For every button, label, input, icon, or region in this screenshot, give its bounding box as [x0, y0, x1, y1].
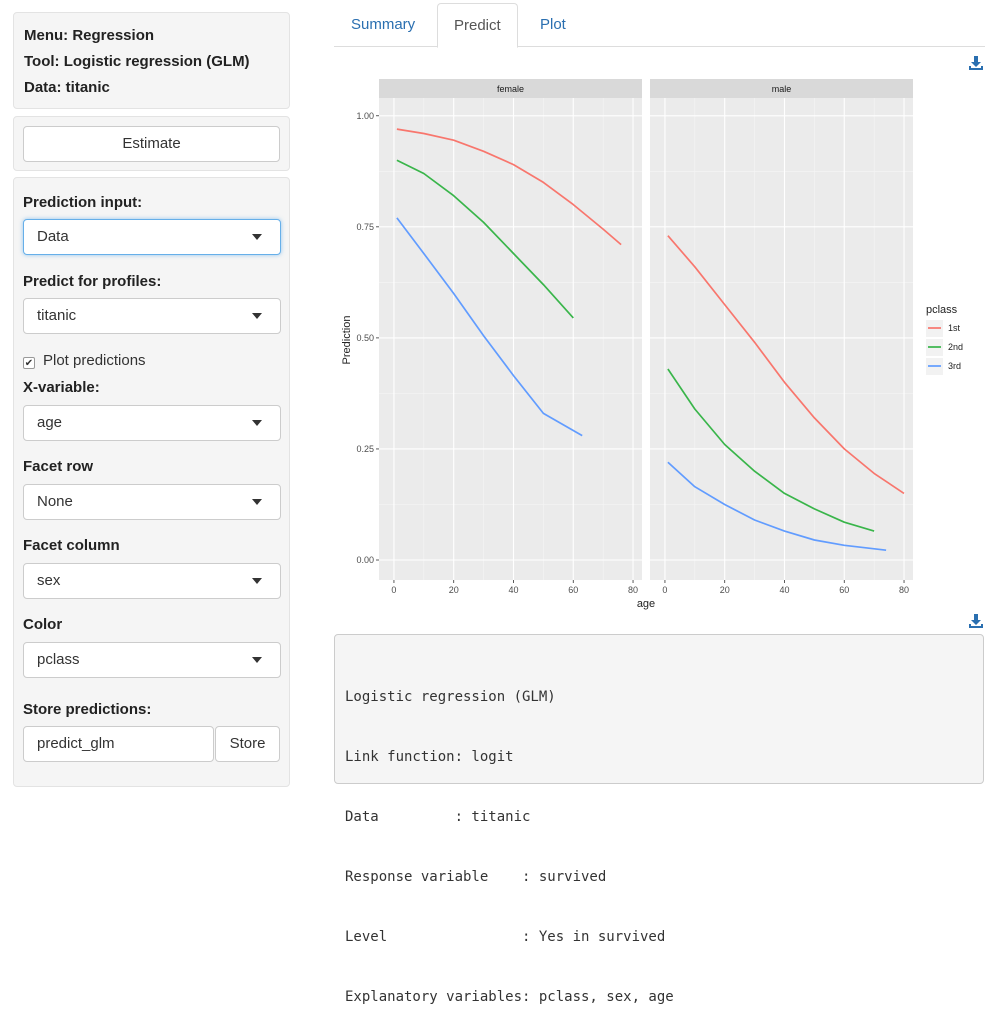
x-tick-label: 80 — [628, 585, 638, 595]
legend: pclass 1st 2nd 3rd — [926, 304, 963, 375]
chevron-down-icon — [252, 657, 262, 663]
tool-label: Tool: Logistic regression (GLM) — [24, 53, 250, 70]
facet-row-value: None — [37, 493, 73, 510]
prediction-chart: female male 0.00 0.25 0.50 0.75 1.00 0 20 40 60 8… — [341, 79, 963, 610]
color-value: pclass — [37, 651, 80, 668]
x-tick-label: 20 — [449, 585, 459, 595]
menu-label: Menu: Regression — [24, 27, 155, 44]
x-tick-label: 60 — [568, 585, 578, 595]
facet-row-label: Facet row — [23, 458, 94, 475]
facet-panel-male: male — [650, 79, 913, 580]
output-line: Explanatory variables: pclass, sex, age — [345, 989, 674, 1005]
output-line: Level : Yes in survived — [345, 929, 666, 945]
series-line-female-2nd — [396, 159, 574, 319]
tab-summary[interactable]: Summary — [351, 16, 416, 33]
facet-row-select[interactable]: None — [23, 484, 281, 520]
x-variable-label: X-variable: — [23, 379, 100, 396]
legend-title: pclass — [926, 304, 958, 316]
prediction-input-select[interactable]: Data — [23, 219, 281, 255]
color-label: Color — [23, 616, 63, 633]
x-variable-select[interactable]: age — [23, 405, 281, 441]
prediction-settings-panel: Prediction input: Data Predict for profi… — [13, 177, 290, 787]
plot-predictions-checkbox[interactable]: ✔ — [23, 357, 35, 369]
plot-predictions-label: Plot predictions — [43, 352, 146, 369]
tab-plot[interactable]: Plot — [540, 16, 566, 33]
facet-strip — [379, 79, 642, 98]
facet-label: female — [497, 84, 524, 94]
y-tick-label: 0.00 — [356, 555, 374, 565]
facet-column-value: sex — [37, 572, 61, 589]
y-tick-label: 1.00 — [356, 111, 374, 121]
store-predictions-label: Store predictions: — [23, 701, 152, 718]
tab-bar: Summary Predict Plot — [334, 3, 985, 48]
y-axis-title: Prediction — [341, 316, 353, 365]
x-axis-title: age — [637, 598, 655, 610]
x-tick-label: 0 — [662, 585, 667, 595]
predict-profiles-label: Predict for profiles: — [23, 273, 162, 290]
facet-label: male — [772, 84, 792, 94]
plot-predictions-row: ✔ Plot predictions — [23, 352, 146, 369]
output-line: Response variable : survived — [345, 869, 607, 885]
facet-panel-female: female — [379, 79, 642, 580]
x-tick-label: 20 — [720, 585, 730, 595]
download-icon[interactable] — [968, 613, 984, 629]
facet-strip — [650, 79, 913, 98]
legend-label: 3rd — [948, 361, 961, 371]
store-button[interactable]: Store — [215, 726, 280, 762]
chevron-down-icon — [252, 578, 262, 584]
output-line: Data : titanic — [345, 809, 531, 825]
x-tick-label: 60 — [839, 585, 849, 595]
predict-profiles-select[interactable]: titanic — [23, 298, 281, 334]
download-icon[interactable] — [968, 55, 984, 71]
chevron-down-icon — [252, 313, 262, 319]
x-tick-label: 40 — [508, 585, 518, 595]
estimate-button[interactable]: Estimate — [23, 126, 280, 162]
series-line-female-3rd — [396, 217, 583, 437]
store-predictions-input[interactable]: predict_glm — [23, 726, 214, 762]
prediction-input-label: Prediction input: — [23, 194, 143, 211]
y-tick-label: 0.75 — [356, 222, 374, 232]
tab-predict[interactable]: Predict — [437, 3, 518, 48]
x-variable-value: age — [37, 414, 63, 431]
panel-background — [379, 98, 642, 580]
legend-label: 2nd — [948, 342, 963, 352]
color-select[interactable]: pclass — [23, 642, 281, 678]
panel-background — [650, 98, 913, 580]
x-tick-label: 40 — [779, 585, 789, 595]
y-tick-label: 0.25 — [356, 444, 374, 454]
series-line-male-3rd — [667, 461, 887, 552]
facet-column-select[interactable]: sex — [23, 563, 281, 599]
output-line: Link function: logit — [345, 749, 514, 765]
series-line-male-1st — [667, 235, 905, 495]
prediction-input-value: Data — [37, 228, 69, 245]
legend-label: 1st — [948, 323, 961, 333]
chevron-down-icon — [252, 420, 262, 426]
chevron-down-icon — [252, 499, 262, 505]
facet-column-label: Facet column — [23, 537, 120, 554]
x-tick-label: 80 — [899, 585, 909, 595]
data-label: Data: titanic — [24, 79, 110, 96]
model-info-panel: Menu: Regression Tool: Logistic regressi… — [13, 12, 290, 109]
chevron-down-icon — [252, 234, 262, 240]
y-tick-label: 0.50 — [356, 333, 374, 343]
predict-profiles-value: titanic — [37, 307, 77, 324]
model-summary-output: Logistic regression (GLM) Link function:… — [334, 634, 984, 1005]
output-line: Logistic regression (GLM) — [345, 689, 556, 705]
x-tick-label: 0 — [391, 585, 396, 595]
estimate-panel: Estimate — [13, 116, 290, 171]
series-line-male-2nd — [667, 368, 875, 532]
series-line-female-1st — [396, 128, 622, 246]
